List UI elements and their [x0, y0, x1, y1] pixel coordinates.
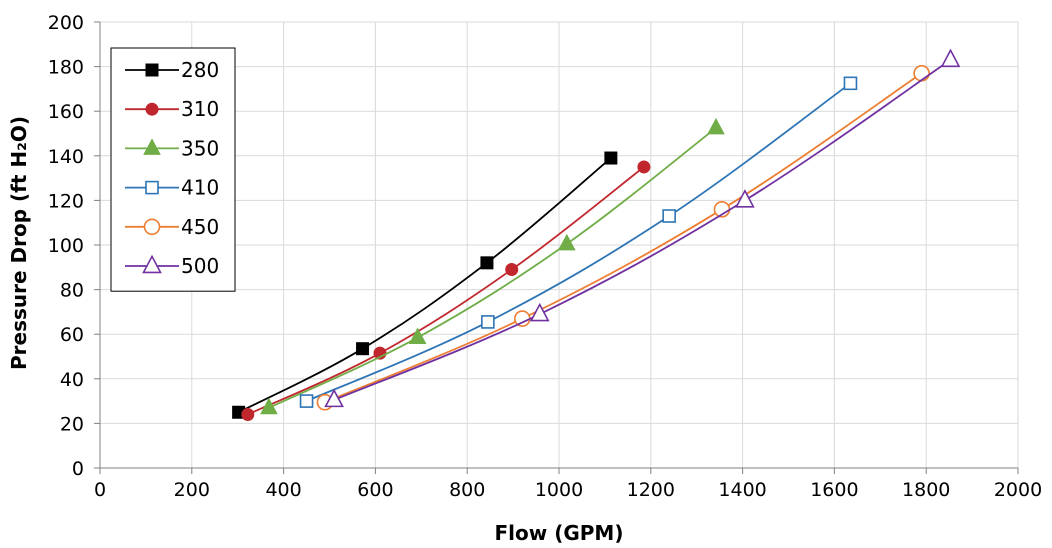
legend-marker [143, 138, 161, 155]
y-axis-title: Pressure Drop (ft H₂O) [7, 116, 31, 370]
legend-label: 410 [181, 176, 219, 200]
y-tick-label: 180 [48, 57, 84, 79]
axes: 0 200 400 600 800 1000 1200 1400 1600 1800 2000 0 20… [48, 12, 1042, 501]
data-point-280 [604, 151, 618, 165]
legend-item-410: 410 [125, 176, 219, 200]
x-tick-label: 1800 [902, 479, 950, 501]
data-point-350 [260, 397, 278, 415]
x-tick-label: 200 [174, 479, 210, 501]
y-tick-label: 120 [48, 190, 84, 212]
series-line-350 [268, 127, 717, 409]
x-tick-label: 1200 [627, 479, 675, 501]
legend-item-280: 280 [125, 58, 219, 82]
legend: 280 310 350 410 450 500 [110, 47, 236, 292]
data-point-310 [241, 407, 255, 421]
legend-label: 310 [181, 97, 219, 121]
x-tick-label: 1000 [535, 479, 583, 501]
legend-marker [145, 63, 159, 77]
x-tick-label: 600 [357, 479, 393, 501]
legend-marker [143, 218, 161, 236]
y-tick-label: 200 [48, 12, 84, 34]
legend-item-310: 310 [125, 97, 219, 121]
data-point-450 [913, 64, 930, 82]
legend-marker [145, 180, 159, 195]
y-tick-label: 80 [60, 280, 84, 302]
x-tick-label: 800 [449, 479, 485, 501]
y-tick-label: 100 [48, 235, 84, 257]
legend-label: 280 [181, 58, 219, 82]
legend-item-450: 450 [125, 215, 219, 239]
series-500 [324, 48, 961, 408]
series-line-450 [324, 72, 923, 404]
series-line-280 [238, 157, 612, 414]
x-tick-label: 0 [94, 479, 106, 501]
data-point-500 [529, 302, 550, 322]
series-310 [241, 160, 651, 421]
legend-box [110, 47, 236, 292]
y-tick-label: 0 [72, 458, 84, 480]
series-group [232, 48, 961, 421]
legend-marker [142, 254, 162, 274]
data-point-410 [662, 209, 676, 223]
legend-label: 350 [181, 136, 219, 160]
series-line-410 [306, 82, 851, 402]
data-point-410 [843, 76, 858, 91]
data-point-310 [637, 160, 651, 174]
x-axis-title: Flow (GPM) [495, 521, 624, 545]
data-point-280 [480, 256, 494, 270]
data-point-350 [557, 233, 576, 251]
legend-item-500: 500 [125, 254, 219, 278]
legend-label: 450 [181, 215, 219, 239]
data-point-310 [505, 263, 519, 277]
y-tick-label: 40 [60, 369, 84, 391]
series-410 [299, 76, 858, 408]
data-point-500 [324, 388, 344, 408]
y-tick-label: 60 [60, 324, 84, 346]
grid [100, 21, 1019, 468]
data-point-280 [356, 342, 370, 356]
data-point-350 [408, 327, 427, 345]
x-tick-label: 2000 [994, 479, 1042, 501]
series-280 [232, 151, 618, 419]
legend-item-350: 350 [125, 136, 219, 160]
x-tick-label: 400 [265, 479, 301, 501]
data-point-350 [707, 117, 725, 135]
series-line-500 [333, 59, 952, 401]
y-tick-label: 160 [48, 101, 84, 123]
data-point-410 [299, 394, 314, 408]
data-point-500 [735, 189, 755, 208]
y-tick-label: 140 [48, 146, 84, 168]
x-tick-label: 1400 [718, 479, 766, 501]
legend-marker [145, 102, 159, 116]
series-350 [260, 117, 725, 415]
x-tick-label: 1600 [810, 479, 858, 501]
data-point-410 [481, 315, 495, 329]
legend-label: 500 [181, 254, 219, 278]
series-line-310 [247, 166, 645, 416]
data-point-500 [940, 48, 961, 68]
y-tick-label: 20 [60, 413, 84, 435]
